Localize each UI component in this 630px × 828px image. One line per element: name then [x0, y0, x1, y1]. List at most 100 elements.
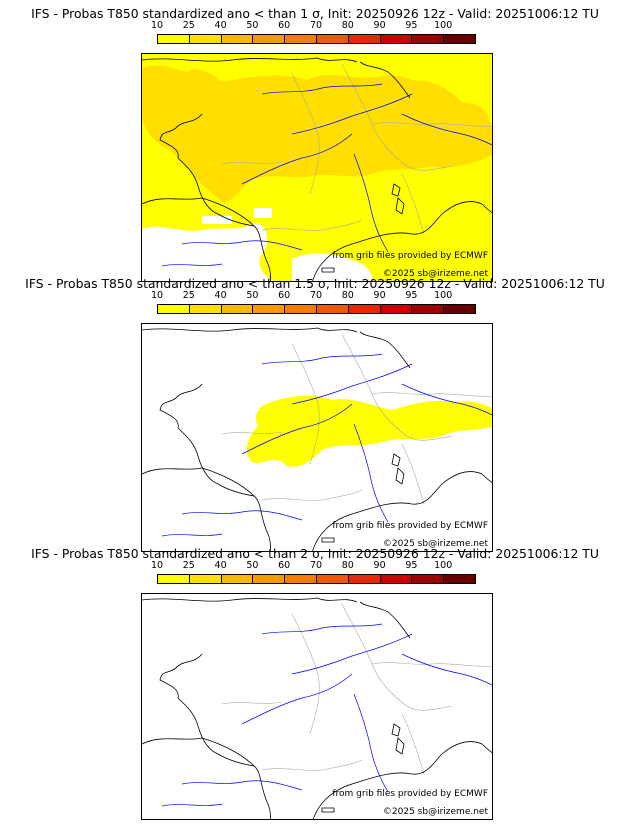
- map-panel-2-sigma: IFS - Probas T850 standardized ano < tha…: [0, 546, 630, 822]
- admin-border-line: [371, 662, 492, 667]
- colorbar-tick-label: 60: [278, 290, 291, 301]
- coastline: [312, 201, 492, 281]
- no-probability-area: [254, 208, 272, 218]
- colorbar-tick-label: 10: [150, 290, 164, 301]
- colorbar-bin: [379, 34, 413, 44]
- river-line: [181, 780, 303, 791]
- colorbar-bin: [188, 34, 222, 44]
- colorbar-bin: [220, 304, 254, 314]
- no-probability-area: [202, 216, 232, 224]
- coastline: [142, 737, 255, 767]
- admin-border-line: [221, 701, 283, 705]
- colorbar-bin: [316, 304, 349, 314]
- colorbar-bin: [284, 34, 317, 44]
- coastline: [359, 61, 411, 99]
- colorbar: [157, 304, 476, 314]
- colorbar-tick-label: 100: [434, 290, 453, 301]
- colorbar-tick-label: 95: [405, 560, 418, 571]
- colorbar-tick-labels: 10 25 40 50 60 70 80 90 95 100: [0, 560, 630, 572]
- coastline: [395, 737, 405, 755]
- credit-source: from grib files provided by ECMWF: [332, 521, 488, 531]
- coastline: [391, 183, 401, 197]
- credit-source: from grib files provided by ECMWF: [332, 789, 488, 799]
- basemap-lines: [142, 327, 492, 551]
- river-line: [353, 423, 389, 523]
- colorbar-bin: [347, 304, 381, 314]
- map-frame: [141, 323, 493, 552]
- river-line: [261, 353, 383, 365]
- colorbar-tick-label: 95: [405, 20, 418, 31]
- probability-area-25-40: [142, 65, 492, 203]
- coastline: [321, 267, 335, 273]
- colorbar-tick-label: 40: [214, 560, 227, 571]
- colorbar-tick-label: 60: [278, 20, 291, 31]
- river-line: [401, 383, 492, 416]
- colorbar-tick-label: 25: [182, 290, 195, 301]
- colorbar: [157, 574, 476, 584]
- admin-border-line: [291, 343, 320, 465]
- river-line: [401, 113, 492, 146]
- admin-border-line: [401, 713, 425, 775]
- colorbar-bin: [443, 574, 476, 584]
- colorbar-tick-label: 80: [341, 290, 354, 301]
- colorbar-bin: [443, 34, 476, 44]
- colorbar-bin: [347, 34, 381, 44]
- colorbar-tick-labels: 10 25 40 50 60 70 80 90 95 100: [0, 20, 630, 32]
- colorbar-tick-label: 25: [182, 560, 195, 571]
- colorbar-tick-label: 70: [309, 560, 323, 571]
- river-line: [241, 403, 353, 455]
- admin-border-line: [261, 759, 363, 771]
- colorbar-tick-label: 60: [278, 560, 291, 571]
- river-line: [353, 153, 389, 253]
- admin-border-line: [401, 443, 425, 505]
- colorbar-tick-label: 100: [434, 20, 453, 31]
- colorbar-tick-label: 50: [246, 20, 259, 31]
- panel-title: IFS - Probas T850 standardized ano < tha…: [31, 546, 599, 561]
- coastline: [142, 597, 358, 603]
- coastline: [159, 113, 271, 281]
- probability-map: [142, 597, 492, 819]
- admin-border-line: [341, 63, 453, 171]
- colorbar-bin: [188, 574, 222, 584]
- colorbar-bin: [411, 574, 445, 584]
- river-line: [181, 240, 303, 251]
- coastline: [359, 331, 411, 369]
- colorbar-tick-label: 50: [246, 290, 259, 301]
- colorbar-bin: [316, 34, 349, 44]
- colorbar: [157, 34, 476, 44]
- no-probability-area: [292, 253, 372, 281]
- colorbar-tick-label: 100: [434, 560, 453, 571]
- river-line: [181, 510, 303, 521]
- admin-border-line: [401, 173, 425, 235]
- colorbar-tick-label: 80: [341, 20, 354, 31]
- probability-map: [142, 54, 492, 281]
- colorbar-bin: [411, 304, 445, 314]
- river-line: [401, 653, 492, 686]
- colorbar-bin: [188, 304, 222, 314]
- colorbar-tick-label: 50: [246, 560, 259, 571]
- coastline: [391, 453, 401, 467]
- colorbar-tick-label: 90: [373, 20, 386, 31]
- admin-border-line: [371, 392, 492, 397]
- colorbar-bin: [157, 34, 190, 44]
- basemap-lines: [142, 597, 492, 819]
- colorbar-bin: [411, 34, 445, 44]
- admin-border-line: [371, 122, 492, 127]
- colorbar-tick-label: 40: [214, 20, 227, 31]
- colorbar-bin: [443, 304, 476, 314]
- coastline: [159, 653, 271, 819]
- colorbar-tick-label: 95: [405, 290, 418, 301]
- map-panel-1-sigma: IFS - Probas T850 standardized ano < tha…: [0, 6, 630, 282]
- coastline: [159, 383, 271, 551]
- colorbar-bin: [284, 574, 317, 584]
- river-line: [291, 363, 413, 405]
- coastline: [359, 601, 411, 639]
- colorbar-bin: [347, 574, 381, 584]
- river-line: [291, 633, 413, 675]
- panel-title: IFS - Probas T850 standardized ano < tha…: [31, 6, 599, 21]
- colorbar-bin: [379, 304, 413, 314]
- river-line: [161, 803, 223, 807]
- river-line: [161, 533, 223, 537]
- coastline: [312, 471, 492, 551]
- colorbar-tick-label: 80: [341, 560, 354, 571]
